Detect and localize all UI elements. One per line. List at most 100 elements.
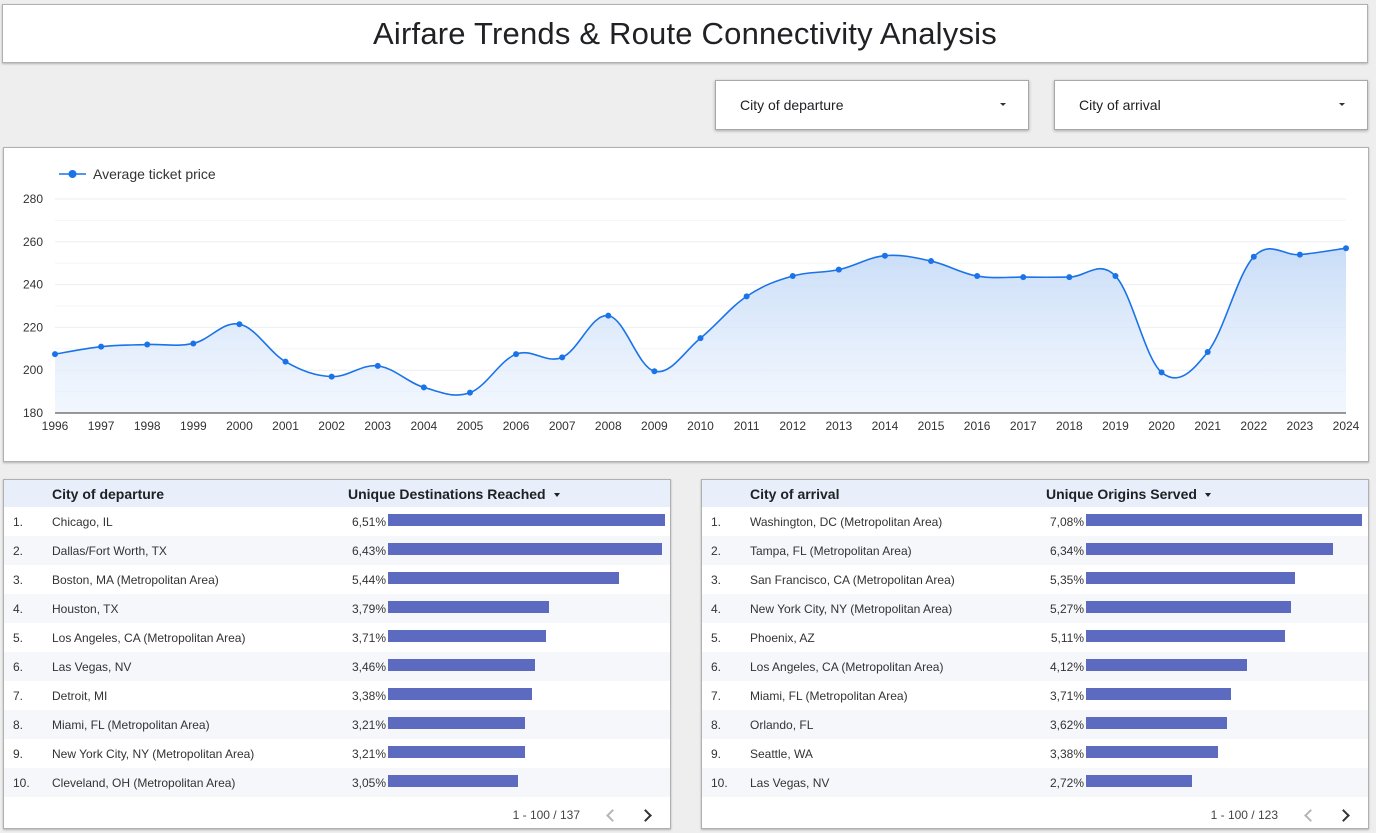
x-tick-label: 2021: [1194, 419, 1221, 433]
table-row[interactable]: 3. Boston, MA (Metropolitan Area) 5,44%: [4, 565, 670, 594]
column-header-city[interactable]: City of departure: [52, 486, 165, 502]
column-header-metric[interactable]: Unique Origins Served: [1046, 486, 1211, 502]
data-point: [605, 312, 612, 319]
x-tick-label: 2002: [318, 419, 345, 433]
chevron-right-icon[interactable]: [1337, 808, 1350, 822]
y-tick-label: 180: [23, 406, 43, 420]
table-row[interactable]: 1. Chicago, IL 6,51%: [4, 507, 670, 536]
table-header: City of arrival Unique Origins Served: [702, 480, 1368, 507]
row-city: Las Vegas, NV: [750, 776, 830, 790]
data-point: [190, 340, 197, 347]
data-point: [98, 343, 105, 350]
row-percent: 5,35%: [1049, 573, 1084, 587]
row-city: New York City, NY (Metropolitan Area): [750, 602, 953, 616]
y-tick-label: 200: [23, 363, 43, 377]
data-point: [835, 266, 842, 273]
table-row[interactable]: 8. Orlando, FL 3,62%: [702, 710, 1368, 739]
row-bar: [1086, 659, 1247, 671]
row-bar: [1086, 572, 1295, 584]
row-rank: 7.: [711, 689, 722, 703]
chevron-left-icon[interactable]: [1304, 808, 1317, 822]
data-point: [1250, 253, 1257, 260]
row-bar: [1086, 514, 1362, 526]
row-bar: [1086, 717, 1228, 729]
line-chart-svg: 180 200 220 240 260 280 1996 1997 1998 1999 2000 20…: [23, 166, 1360, 433]
page-title: Airfare Trends & Route Connectivity Anal…: [373, 15, 997, 51]
data-point: [466, 389, 473, 396]
row-rank: 10.: [711, 776, 728, 790]
data-point: [420, 384, 427, 391]
row-rank: 5.: [13, 631, 24, 645]
row-city: Las Vegas, NV: [52, 660, 132, 674]
x-tick-label: 2010: [687, 419, 714, 433]
row-percent: 3,21%: [351, 718, 386, 732]
row-city: New York City, NY (Metropolitan Area): [52, 747, 255, 761]
data-point: [789, 273, 796, 280]
data-point: [52, 351, 58, 358]
row-city: Chicago, IL: [52, 515, 113, 529]
y-tick-label: 220: [23, 320, 43, 334]
x-tick-label: 2018: [1056, 419, 1083, 433]
row-percent: 2,72%: [1049, 776, 1084, 790]
row-percent: 6,51%: [351, 515, 386, 529]
chevron-left-icon[interactable]: [606, 808, 619, 822]
row-city: Orlando, FL: [750, 718, 814, 732]
table-row[interactable]: 1. Washington, DC (Metropolitan Area) 7,08…: [702, 507, 1368, 536]
row-bar: [1086, 746, 1218, 758]
row-city: Tampa, FL (Metropolitan Area): [750, 544, 912, 558]
x-tick-label: 2000: [226, 419, 253, 433]
row-percent: 3,38%: [351, 689, 386, 703]
departure-table: City of departure Unique Destinations Re…: [3, 479, 671, 829]
table-row[interactable]: 8. Miami, FL (Metropolitan Area) 3,21%: [4, 710, 670, 739]
pagination: 1 - 100 / 123: [1211, 808, 1354, 822]
row-bar: [388, 630, 546, 642]
column-header-city[interactable]: City of arrival: [750, 486, 840, 502]
price-trend-chart[interactable]: 180 200 220 240 260 280 1996 1997 1998 1999 2000 20…: [3, 147, 1369, 462]
row-bar: [1086, 601, 1292, 613]
table-row[interactable]: 2. Dallas/Fort Worth, TX 6,43%: [4, 536, 670, 565]
row-rank: 3.: [13, 573, 24, 587]
departure-city-filter[interactable]: City of departure: [715, 80, 1029, 130]
table-row[interactable]: 3. San Francisco, CA (Metropolitan Area) 5…: [702, 565, 1368, 594]
data-point: [559, 354, 566, 361]
table-row[interactable]: 5. Los Angeles, CA (Metropolitan Area) 3,7…: [4, 623, 670, 652]
table-row[interactable]: 7. Detroit, MI 3,38%: [4, 681, 670, 710]
x-tick-label: 2024: [1333, 419, 1360, 433]
data-point: [1020, 274, 1027, 281]
table-row[interactable]: 4. New York City, NY (Metropolitan Area) 5…: [702, 594, 1368, 623]
row-bar: [388, 659, 536, 671]
y-tick-label: 280: [23, 192, 43, 206]
x-tick-label: 2013: [825, 419, 852, 433]
table-row[interactable]: 6. Las Vegas, NV 3,46%: [4, 652, 670, 681]
table-row[interactable]: 2. Tampa, FL (Metropolitan Area) 6,34%: [702, 536, 1368, 565]
column-header-metric[interactable]: Unique Destinations Reached: [348, 486, 560, 502]
table-row[interactable]: 7. Miami, FL (Metropolitan Area) 3,71%: [702, 681, 1368, 710]
row-rank: 5.: [711, 631, 722, 645]
table-row[interactable]: 5. Phoenix, AZ 5,11%: [702, 623, 1368, 652]
row-percent: 3,21%: [351, 747, 386, 761]
table-row[interactable]: 9. Seattle, WA 3,38%: [702, 739, 1368, 768]
table-row[interactable]: 6. Los Angeles, CA (Metropolitan Area) 4,1…: [702, 652, 1368, 681]
row-bar: [1086, 688, 1231, 700]
chevron-right-icon[interactable]: [639, 808, 652, 822]
row-percent: 3,05%: [351, 776, 386, 790]
row-city: Miami, FL (Metropolitan Area): [52, 718, 210, 732]
table-row[interactable]: 9. New York City, NY (Metropolitan Area) 3…: [4, 739, 670, 768]
row-city: Boston, MA (Metropolitan Area): [52, 573, 219, 587]
pagination-label: 1 - 100 / 123: [1210, 808, 1278, 822]
table-row[interactable]: 4. Houston, TX 3,79%: [4, 594, 670, 623]
x-tick-label: 2023: [1287, 419, 1314, 433]
data-point: [1343, 245, 1349, 252]
data-point: [1112, 273, 1119, 280]
table-row[interactable]: 10. Las Vegas, NV 2,72%: [702, 768, 1368, 797]
x-tick-label: 2016: [964, 419, 991, 433]
table-row[interactable]: 10. Cleveland, OH (Metropolitan Area) 3,05…: [4, 768, 670, 797]
x-tick-label: 2022: [1240, 419, 1267, 433]
row-percent: 7,08%: [1049, 515, 1084, 529]
x-tick-label: 1999: [180, 419, 207, 433]
row-rank: 10.: [13, 776, 30, 790]
x-tick-label: 1996: [42, 419, 69, 433]
arrival-city-filter[interactable]: City of arrival: [1054, 80, 1368, 130]
row-rank: 2.: [711, 544, 722, 558]
x-tick-label: 2005: [457, 419, 484, 433]
